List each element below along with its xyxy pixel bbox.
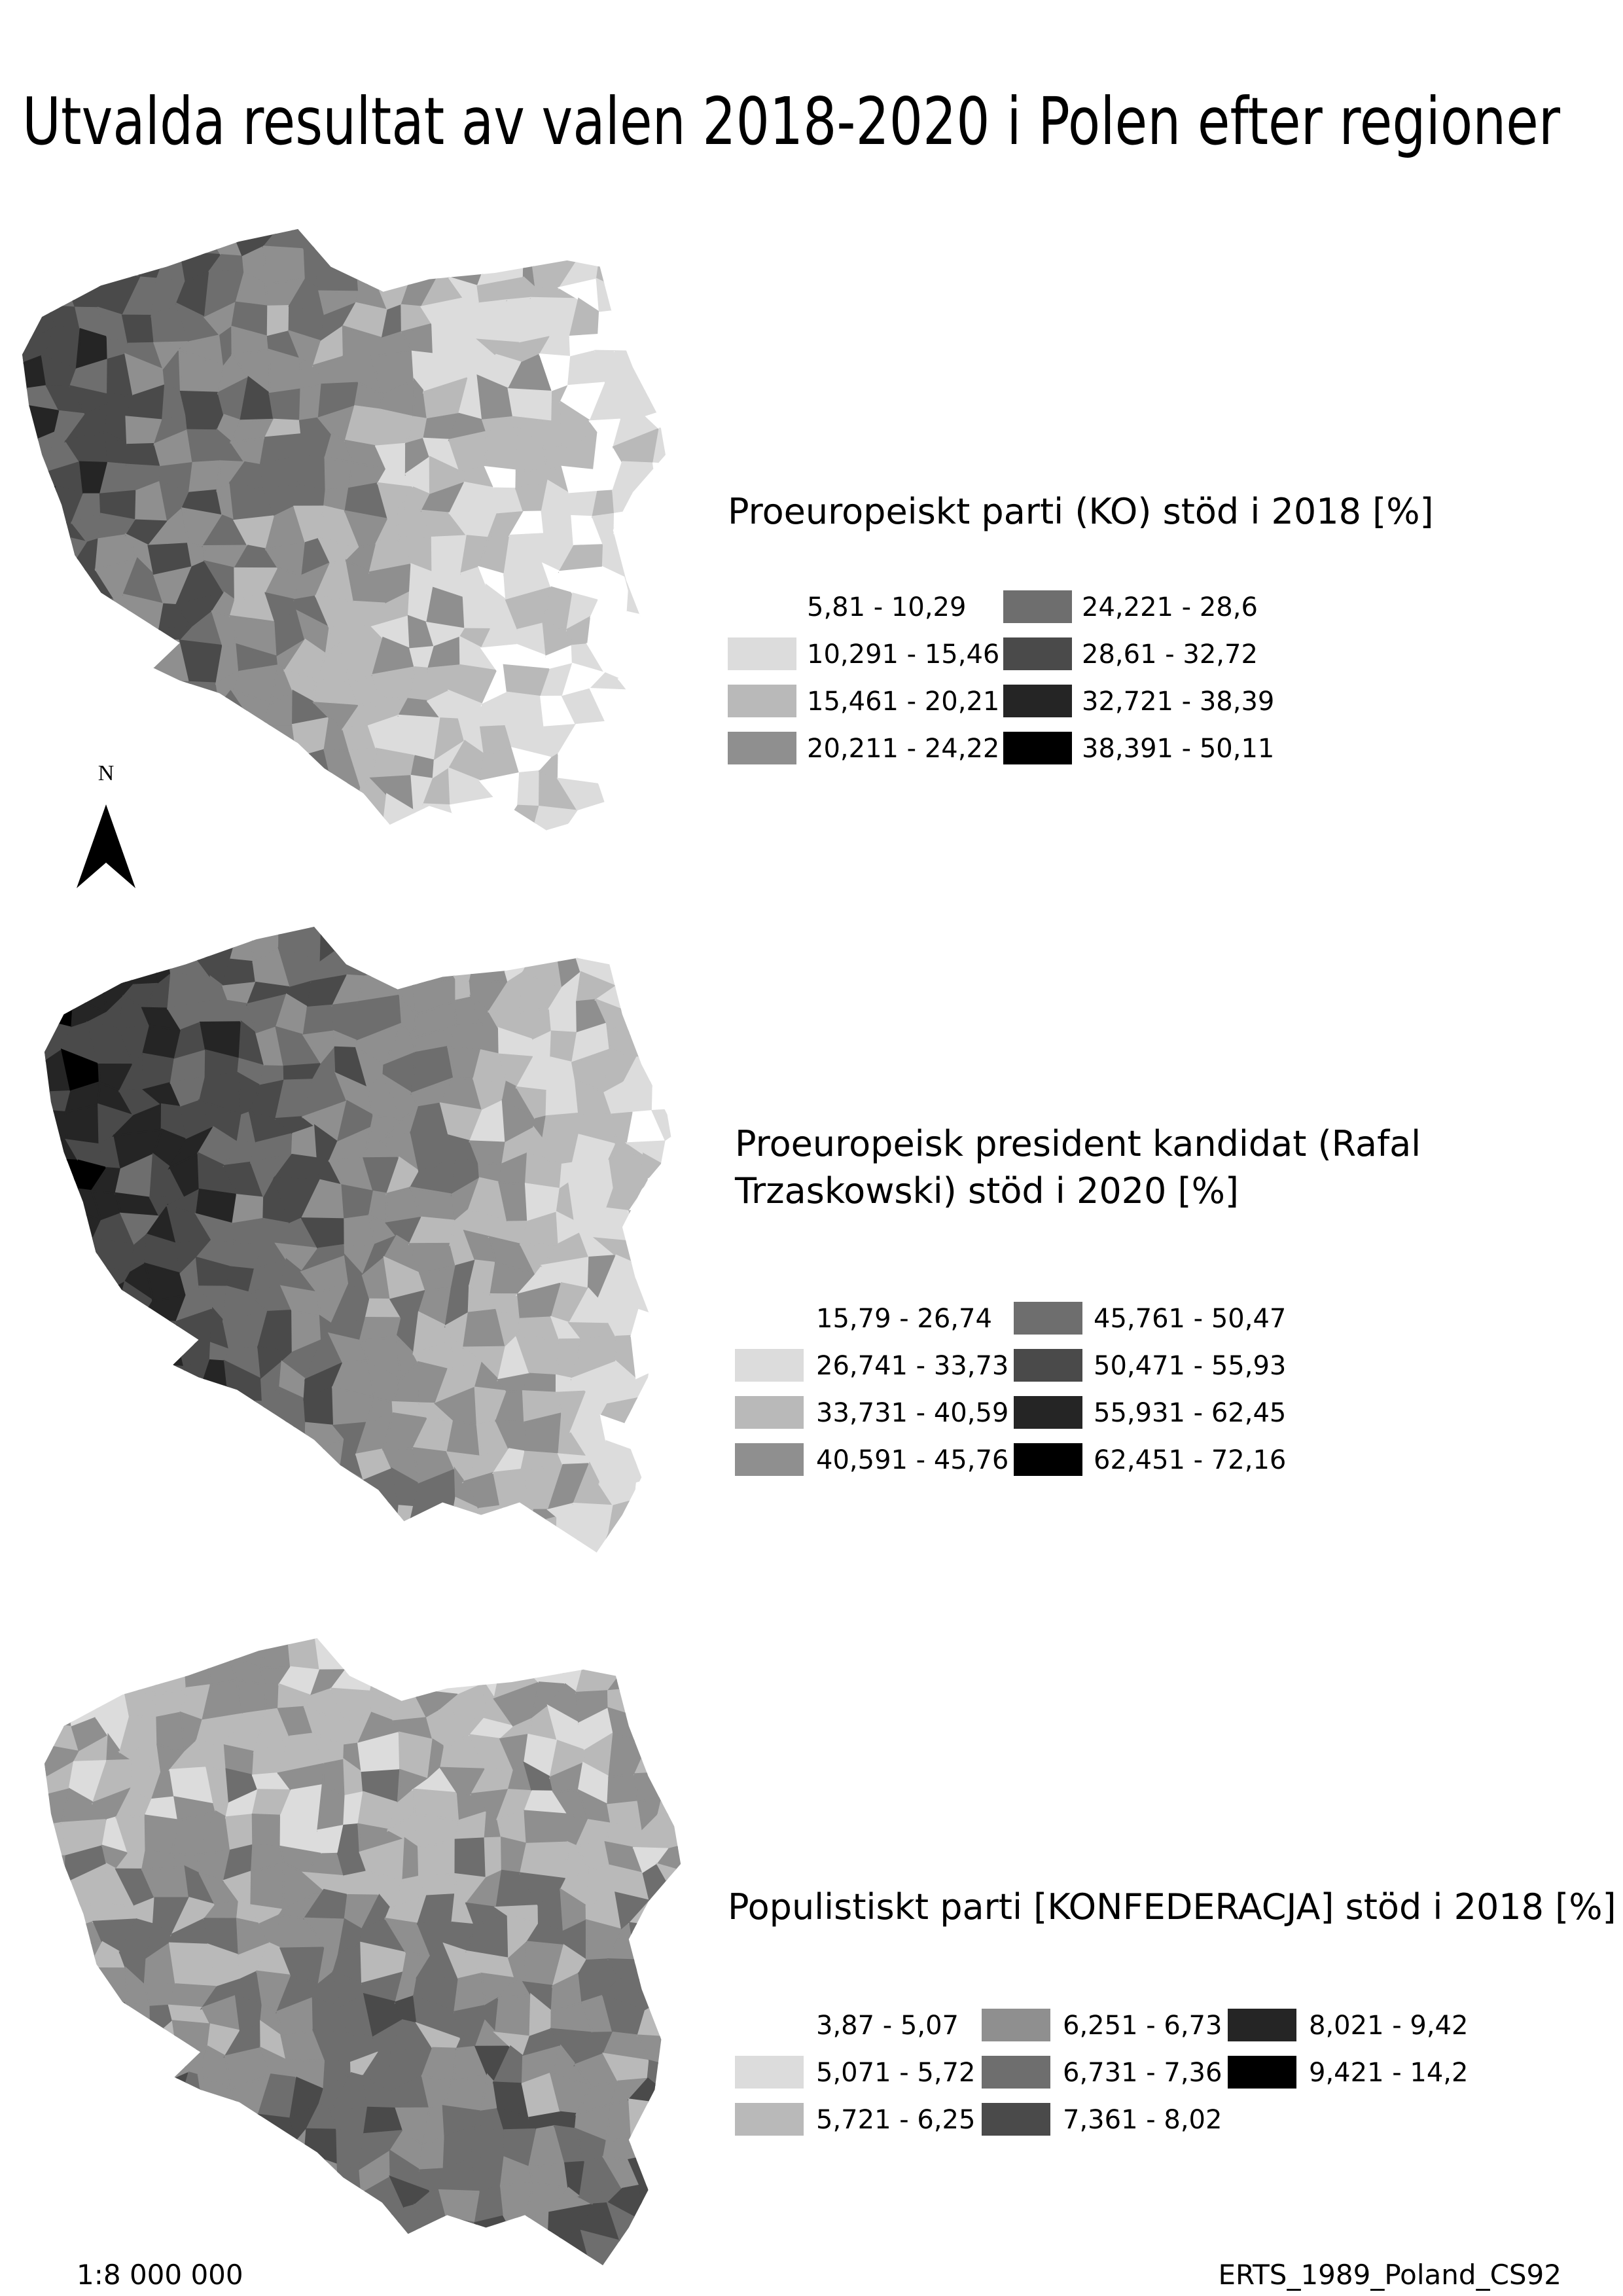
legend-label: 38,391 - 50,11 xyxy=(1082,734,1274,764)
legend-swatch xyxy=(1014,1443,1082,1476)
region xyxy=(605,2098,633,2143)
legend-swatch xyxy=(1003,732,1072,764)
north-arrow: N xyxy=(77,761,135,888)
legend-label: 33,731 - 40,59 xyxy=(816,1398,1008,1428)
legend-swatch xyxy=(982,2056,1050,2089)
legend-swatch xyxy=(982,2009,1050,2041)
legend-label: 62,451 - 72,16 xyxy=(1094,1445,1286,1475)
legend-label: 10,291 - 15,46 xyxy=(807,639,999,670)
legend-label: 15,79 - 26,74 xyxy=(816,1304,992,1334)
legend-label: 6,731 - 7,36 xyxy=(1063,2058,1222,2088)
region xyxy=(64,1103,101,1146)
region xyxy=(524,1810,569,1845)
legend-label: 15,461 - 20,21 xyxy=(807,687,999,717)
legend-swatch xyxy=(728,685,796,717)
region xyxy=(505,691,546,728)
legend-title: Proeuropeiskt parti (KO) stöd i 2018 [%] xyxy=(728,491,1434,532)
region xyxy=(660,1124,674,1168)
region xyxy=(188,460,222,494)
legend-title: Proeuropeisk president kandidat (Rafal xyxy=(735,1123,1421,1164)
region xyxy=(494,1994,533,2038)
region xyxy=(470,2125,506,2161)
legend-swatch xyxy=(728,590,796,623)
legend-swatch xyxy=(982,2103,1050,2136)
north-arrow-shape xyxy=(77,804,135,888)
region xyxy=(251,1813,282,1848)
legend-label: 5,721 - 6,25 xyxy=(816,2105,975,2135)
legend-label: 6,251 - 6,73 xyxy=(1063,2011,1222,2041)
legend-swatch xyxy=(735,1396,804,1429)
region xyxy=(250,1861,285,1911)
region xyxy=(561,465,599,495)
region xyxy=(548,1000,579,1034)
legend-swatch xyxy=(735,2103,804,2136)
region xyxy=(268,388,302,422)
legend: Proeuropeisk president kandidat (Rafal Tr… xyxy=(734,1123,1421,1476)
legend-label: 7,361 - 8,02 xyxy=(1063,2105,1222,2135)
region xyxy=(522,1372,558,1394)
legend-swatch xyxy=(1003,685,1072,717)
region xyxy=(446,1419,482,1458)
legend-label: 50,471 - 55,93 xyxy=(1094,1351,1286,1381)
legend-swatch xyxy=(1014,1302,1082,1335)
legend-label: 20,211 - 24,22 xyxy=(807,734,999,764)
legend-swatch xyxy=(728,637,796,670)
legend-label: 45,761 - 50,47 xyxy=(1094,1304,1286,1334)
region xyxy=(418,1873,457,1897)
region xyxy=(232,1217,265,1246)
region xyxy=(324,456,354,492)
legend-label: 55,931 - 62,45 xyxy=(1094,1398,1286,1428)
legend-swatch xyxy=(1228,2009,1296,2041)
legend-label: 3,87 - 5,07 xyxy=(816,2011,959,2041)
region xyxy=(480,1022,501,1056)
region xyxy=(517,770,541,808)
legend-label: 9,421 - 14,2 xyxy=(1309,2058,1468,2088)
region xyxy=(225,1813,255,1852)
legend-swatch xyxy=(1014,1349,1082,1382)
region xyxy=(652,427,666,466)
legend-label: 28,61 - 32,72 xyxy=(1082,639,1258,670)
legend-swatch xyxy=(1228,2056,1296,2089)
region xyxy=(264,1683,281,1712)
legend-label: 40,591 - 45,76 xyxy=(816,1445,1008,1475)
projection-label: ERTS_1989_Poland_CS92 xyxy=(1218,2259,1561,2291)
north-label: N xyxy=(98,761,115,785)
region xyxy=(121,314,156,345)
legend-label: 26,741 - 33,73 xyxy=(816,1351,1008,1381)
title: Utvalda resultat av valen 2018-2020 i Po… xyxy=(22,83,1561,160)
legend-swatch xyxy=(735,1302,804,1335)
region xyxy=(179,390,226,416)
legend-title: Trzaskowski) stöd i 2020 [%] xyxy=(734,1170,1239,1211)
legend-swatch xyxy=(1014,1396,1082,1429)
legend-swatch xyxy=(1003,637,1072,670)
region xyxy=(617,389,651,421)
legend-swatch xyxy=(1003,590,1072,623)
region xyxy=(460,296,482,341)
legend-swatch xyxy=(735,2056,804,2089)
legend-swatch xyxy=(735,1349,804,1382)
legend-label: 8,021 - 9,42 xyxy=(1309,2011,1468,2041)
region xyxy=(602,2136,633,2161)
legend-swatch xyxy=(728,732,796,764)
legend-title: Populistiskt parti [KONFEDERACJA] stöd i… xyxy=(728,1886,1616,1928)
region xyxy=(302,1004,335,1037)
legend-label: 5,071 - 5,72 xyxy=(816,2058,975,2088)
region xyxy=(607,1773,639,1806)
legend-label: 5,81 - 10,29 xyxy=(807,592,966,622)
region xyxy=(454,1837,488,1880)
legend: Proeuropeiskt parti (KO) stöd i 2018 [%]… xyxy=(728,491,1434,764)
region xyxy=(572,1502,615,1535)
region xyxy=(187,429,222,464)
legend-swatch xyxy=(735,2009,804,2041)
legend-label: 24,221 - 28,6 xyxy=(1082,592,1258,622)
scale-label: 1:8 000 000 xyxy=(77,2259,243,2291)
legend-label: 32,721 - 38,39 xyxy=(1082,687,1274,717)
region xyxy=(484,427,520,472)
region xyxy=(293,484,327,508)
legend-swatch xyxy=(735,1443,804,1476)
region xyxy=(296,454,327,492)
legend: Populistiskt parti [KONFEDERACJA] stöd i… xyxy=(728,1886,1616,2136)
